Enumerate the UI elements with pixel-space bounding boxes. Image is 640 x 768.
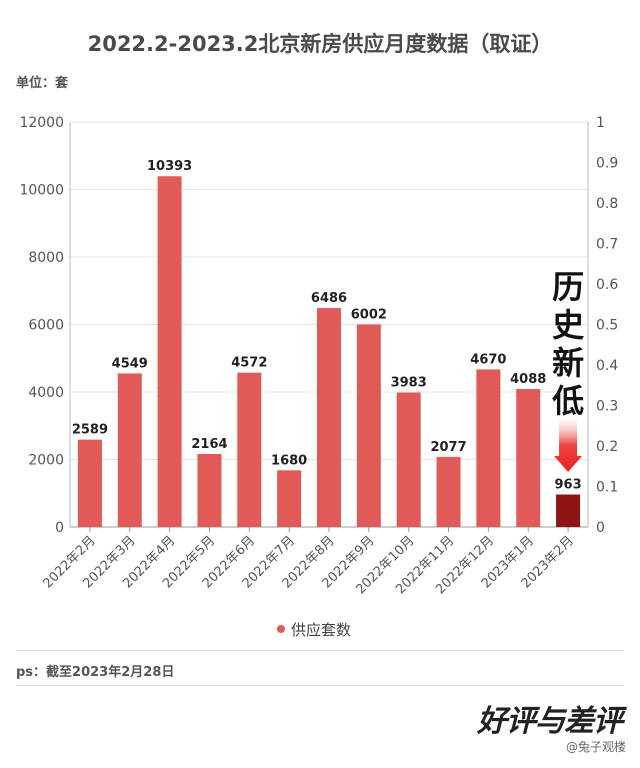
data-label: 6002 xyxy=(351,307,387,322)
data-label: 4572 xyxy=(231,356,267,371)
y-tick-label: 4000 xyxy=(28,385,64,401)
y2-tick-label: 0.8 xyxy=(596,196,618,212)
bar xyxy=(556,494,581,527)
y-tick-label: 6000 xyxy=(28,318,64,334)
bar xyxy=(277,470,302,527)
bar xyxy=(436,456,461,527)
bar xyxy=(237,372,262,527)
y2-tick-label: 0.6 xyxy=(596,277,618,293)
data-label: 3983 xyxy=(391,376,427,391)
legend-label: 供应套数 xyxy=(291,621,351,639)
chart-title: 2022.2-2023.2北京新房供应月度数据（取证） xyxy=(87,32,553,56)
y2-tick-label: 0.1 xyxy=(596,480,618,496)
y-tick-label: 8000 xyxy=(28,250,64,266)
y-tick-label: 12000 xyxy=(19,115,64,131)
bar xyxy=(396,392,421,527)
bar xyxy=(157,176,182,527)
data-label: 2589 xyxy=(72,423,108,438)
annotation-text: 新 xyxy=(552,344,584,382)
data-label: 963 xyxy=(555,477,582,492)
watermark-logo: 好评与差评 xyxy=(477,704,623,739)
data-label: 2077 xyxy=(430,440,466,455)
data-label: 1680 xyxy=(271,453,307,468)
y2-tick-label: 0.7 xyxy=(596,237,618,253)
bar xyxy=(317,308,341,527)
bar xyxy=(356,324,381,527)
bar xyxy=(516,389,541,527)
y2-tick-label: 0.4 xyxy=(596,358,618,374)
legend-marker xyxy=(277,625,285,633)
bar xyxy=(197,453,222,527)
y2-tick-label: 0 xyxy=(596,520,605,536)
y2-tick-label: 1 xyxy=(596,115,605,131)
footnote: ps：截至2023年2月28日 xyxy=(16,665,175,680)
y2-tick-label: 0.3 xyxy=(596,399,618,415)
y2-tick-label: 0.9 xyxy=(596,156,618,172)
annotation-text: 历 xyxy=(552,268,584,306)
data-label: 6486 xyxy=(311,291,347,306)
bar xyxy=(77,439,102,527)
data-label: 2164 xyxy=(191,437,227,452)
y2-tick-label: 0.2 xyxy=(596,439,618,455)
watermark-source: @兔子观楼 xyxy=(565,740,626,754)
bar xyxy=(117,373,142,527)
annotation-arrow xyxy=(554,412,583,472)
y-tick-label: 0 xyxy=(55,520,64,536)
data-label: 4670 xyxy=(470,352,506,367)
y2-tick-label: 0.5 xyxy=(596,318,618,334)
y-tick-label: 2000 xyxy=(28,453,64,469)
data-label: 4088 xyxy=(510,372,546,387)
y-tick-label: 10000 xyxy=(19,183,64,199)
data-label: 4549 xyxy=(112,356,148,371)
divider-top xyxy=(16,650,624,651)
divider-bottom xyxy=(16,685,624,686)
data-label: 10393 xyxy=(147,159,192,174)
bar-chart: 0 2000 4000 6000 8000 10000 12000 0 0.1 0.2 0.3 0.4… xyxy=(19,115,618,639)
bar xyxy=(476,369,501,527)
unit-label: 单位：套 xyxy=(16,76,69,91)
annotation-text: 史 xyxy=(552,306,584,344)
